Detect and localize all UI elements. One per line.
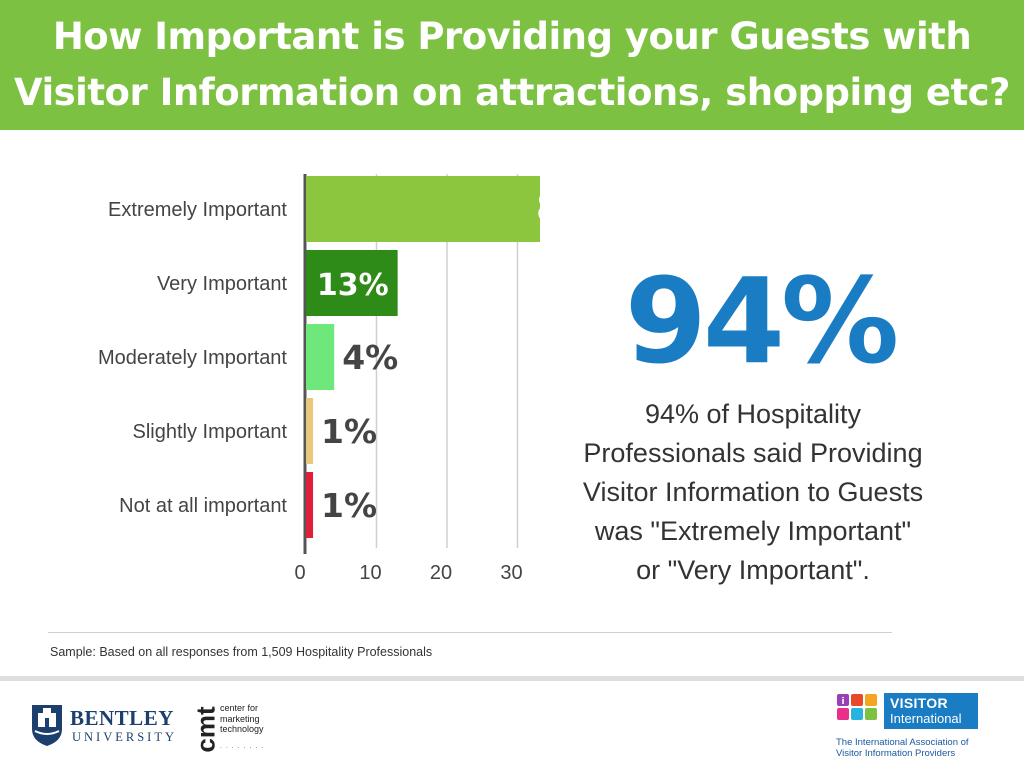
visitor-tiles-icon: i xyxy=(837,694,877,720)
summary-text: 94% of Hospitality Professionals said Pr… xyxy=(548,395,958,590)
bar xyxy=(306,324,335,390)
summary-line-3: Visitor Information to Guests xyxy=(582,477,924,507)
cmt-text-line: technology xyxy=(220,724,264,734)
summary-line-1: 94% of Hospitality xyxy=(644,399,862,429)
visitor-international-logo: i VISITOR International The Internationa… xyxy=(836,693,986,763)
title-line-1: How Important is Providing your Guests w… xyxy=(52,15,972,58)
data-label: 4% xyxy=(342,338,398,377)
cmt-mark: cmt xyxy=(190,706,221,753)
visitor-subtitle: International xyxy=(890,711,962,726)
sample-note: Sample: Based on all responses from 1,50… xyxy=(50,645,433,659)
divider xyxy=(48,632,892,633)
category-label: Not at all important xyxy=(119,495,287,517)
bar xyxy=(306,176,540,242)
summary-line-5: or "Very Important". xyxy=(636,555,870,585)
category-label: Very Important xyxy=(157,273,288,295)
x-tick-label: 20 xyxy=(430,562,452,584)
bentley-sub: UNIVERSITY xyxy=(72,730,177,744)
data-label: 1% xyxy=(321,412,377,451)
big-percent: 94% xyxy=(624,252,899,390)
data-label: 81% xyxy=(536,186,540,230)
visitor-tagline: The International Association of Visitor… xyxy=(836,737,969,759)
footer-bar xyxy=(0,676,1024,681)
category-label: Slightly Important xyxy=(132,421,287,443)
x-tick-label: 30 xyxy=(500,562,522,584)
visitor-badge: VISITOR International xyxy=(884,693,978,729)
bentley-logo: BENTLEY UNIVERSITY xyxy=(30,703,185,751)
visitor-tagline-line: The International Association of xyxy=(836,737,969,748)
bar xyxy=(306,250,398,316)
importance-bar-chart: Extremely Important 81% Very Important 13% M… xyxy=(98,174,540,584)
bar xyxy=(306,472,314,538)
cmt-text-line: center for xyxy=(220,703,259,713)
page-title: How Important is Providing your Guests w… xyxy=(13,9,1011,121)
category-label: Moderately Important xyxy=(98,347,287,369)
visitor-title: VISITOR xyxy=(890,695,948,711)
cmt-text: center for marketing technology xyxy=(220,703,264,735)
data-label: 13% xyxy=(317,268,389,303)
data-label: 1% xyxy=(321,486,377,525)
svg-text:i: i xyxy=(841,697,844,707)
cmt-text-line: marketing xyxy=(220,713,260,724)
category-label: Extremely Important xyxy=(108,199,287,221)
visitor-tagline-line: Visitor Information Providers xyxy=(836,748,956,759)
bar xyxy=(306,398,314,464)
summary-line-2: Professionals said Providing xyxy=(583,438,923,468)
summary-line-4: was "Extremely Important" xyxy=(594,516,912,546)
x-tick-label: 10 xyxy=(359,562,381,584)
title-banner: How Important is Providing your Guests w… xyxy=(0,0,1024,130)
title-line-2: Visitor Information on attractions, shop… xyxy=(13,71,1011,114)
cmt-logo: cmt center for marketing technology . . … xyxy=(191,702,275,754)
x-tick-label: 0 xyxy=(294,562,305,584)
bentley-crest-icon xyxy=(32,705,62,746)
bentley-name: BENTLEY xyxy=(70,706,174,730)
cmt-dots: . . . . . . . . xyxy=(220,743,265,750)
